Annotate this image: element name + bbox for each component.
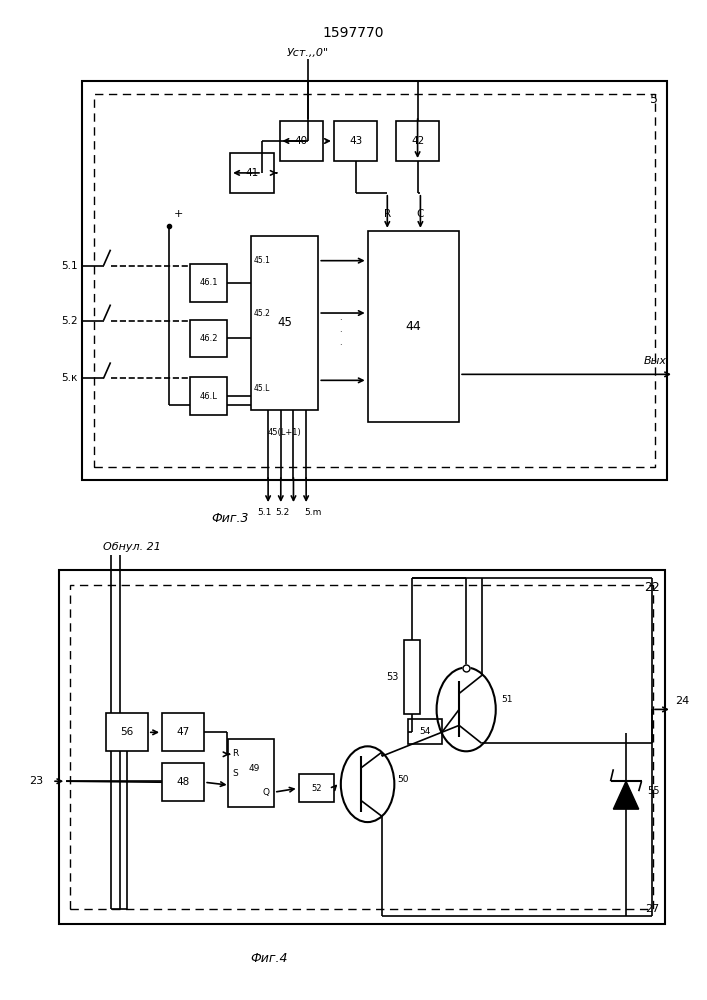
- Text: 49: 49: [249, 764, 260, 773]
- Bar: [334, 121, 378, 161]
- Bar: [396, 121, 440, 161]
- Text: 45.2: 45.2: [254, 309, 270, 318]
- Text: 46.2: 46.2: [199, 334, 218, 343]
- Bar: [404, 640, 420, 714]
- Text: C: C: [416, 209, 424, 219]
- Bar: [409, 719, 443, 744]
- Bar: [279, 121, 323, 161]
- Text: 5.1: 5.1: [257, 508, 271, 517]
- Text: Вых.: Вых.: [644, 356, 670, 366]
- Bar: [162, 763, 204, 801]
- Text: 56: 56: [120, 727, 134, 737]
- Text: Обнул. 21: Обнул. 21: [103, 542, 160, 552]
- Text: Фиг.4: Фиг.4: [250, 952, 288, 965]
- Text: 45.1: 45.1: [254, 256, 270, 265]
- Text: 42: 42: [411, 136, 424, 146]
- Text: 50: 50: [397, 775, 409, 784]
- Bar: [83, 81, 667, 480]
- Text: 5.2: 5.2: [276, 508, 290, 517]
- Bar: [71, 585, 653, 909]
- Bar: [298, 774, 334, 802]
- Bar: [228, 739, 274, 807]
- Text: 45.L: 45.L: [254, 384, 270, 393]
- Text: 5.m: 5.m: [305, 508, 322, 517]
- Text: 27: 27: [645, 904, 659, 914]
- Text: 53: 53: [386, 672, 399, 682]
- Text: Q: Q: [263, 788, 269, 797]
- Text: 52: 52: [311, 784, 322, 793]
- Text: 55: 55: [647, 786, 660, 796]
- Text: 40: 40: [295, 136, 308, 146]
- Text: 24: 24: [675, 696, 689, 706]
- Text: 23: 23: [30, 776, 44, 786]
- Bar: [252, 236, 318, 410]
- Text: 5.1: 5.1: [61, 261, 78, 271]
- Text: 5: 5: [650, 93, 658, 106]
- Text: 41: 41: [245, 168, 259, 178]
- Text: 1597770: 1597770: [323, 26, 384, 40]
- Text: Уст.,,0": Уст.,,0": [286, 48, 329, 58]
- Text: 51: 51: [501, 695, 513, 704]
- Polygon shape: [614, 781, 638, 809]
- Text: 48: 48: [177, 777, 189, 787]
- Text: R: R: [233, 749, 239, 758]
- Bar: [230, 153, 274, 193]
- Bar: [368, 231, 459, 422]
- Bar: [190, 264, 227, 302]
- Text: 46.L: 46.L: [199, 392, 217, 401]
- Text: 45(L+1): 45(L+1): [268, 428, 302, 437]
- Text: 45: 45: [277, 316, 292, 329]
- Text: 46.1: 46.1: [199, 278, 218, 287]
- Text: 5.2: 5.2: [61, 316, 78, 326]
- Text: 47: 47: [177, 727, 189, 737]
- Text: 5.к: 5.к: [61, 373, 78, 383]
- Text: 22: 22: [644, 581, 660, 594]
- Text: Фиг.3: Фиг.3: [211, 512, 249, 525]
- Bar: [59, 570, 665, 924]
- Bar: [105, 713, 148, 751]
- Text: 54: 54: [420, 727, 431, 736]
- Text: +: +: [174, 209, 183, 219]
- Bar: [94, 94, 655, 467]
- Bar: [190, 377, 227, 415]
- Text: 43: 43: [349, 136, 362, 146]
- Bar: [162, 713, 204, 751]
- Text: R: R: [384, 209, 391, 219]
- Text: 44: 44: [406, 320, 421, 333]
- Bar: [190, 320, 227, 357]
- Text: S: S: [233, 769, 238, 778]
- Text: ·
·
·: · · ·: [339, 316, 342, 350]
